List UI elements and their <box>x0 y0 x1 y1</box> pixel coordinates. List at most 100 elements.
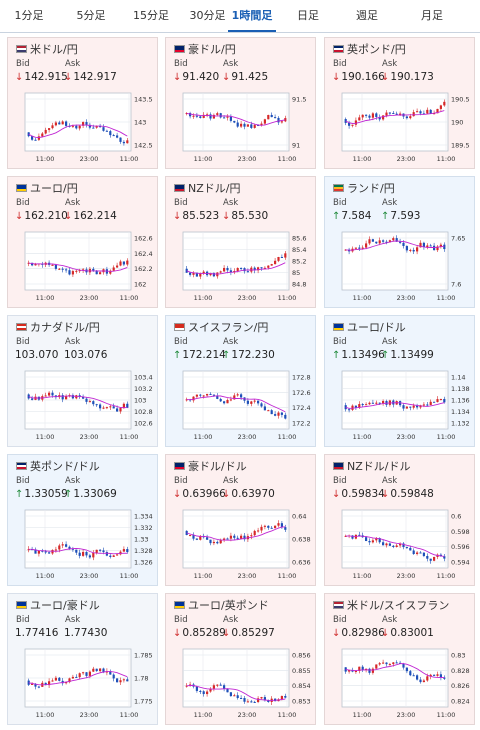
rate-card[interactable]: 豪ドル/円 Bid Ask ↓91.420 ↓91.425 91.5 91 11:00 23:0… <box>165 37 316 169</box>
candle-body <box>344 535 347 537</box>
currency-pair-title[interactable]: スイスフラン/円 <box>188 321 269 334</box>
currency-pair-title[interactable]: 米ドル/スイスフラン <box>347 599 450 612</box>
tab-monthly[interactable]: 月足 <box>421 9 443 22</box>
candle-body <box>351 535 354 539</box>
bid-price: 1.77416 <box>15 627 59 639</box>
rate-card[interactable]: ユーロ/英ポンド Bid Ask ↓0.85289 ↓0.85297 0.856 0.855… <box>165 593 316 725</box>
candlestick-chart[interactable]: 172.8 172.6 172.4 172.2 11:00 23:00 11:00 <box>171 367 313 445</box>
candle-body <box>267 114 270 120</box>
candle-body <box>236 122 239 127</box>
rate-card[interactable]: ユーロ/豪ドル Bid Ask 1.77416 1.77430 1.785 1.78 1.77… <box>7 593 158 725</box>
candlestick-chart[interactable]: 190.5 190 189.5 11:00 23:00 11:00 <box>330 89 472 167</box>
candle-body <box>92 127 95 129</box>
arrow-down-icon: ↓ <box>381 489 390 500</box>
rate-card[interactable]: ユーロ/ドル Bid Ask ↑1.13496 ↑1.13499 1.14 1.138 1.1… <box>324 315 475 447</box>
candlestick-chart[interactable]: 7.65 7.6 11:00 23:00 11:00 <box>330 228 472 306</box>
candle-body <box>195 115 198 117</box>
candlestick-chart[interactable]: 1.14 1.138 1.136 1.134 1.132 11:00 23:00 11:00 <box>330 367 472 445</box>
candle-body <box>212 114 215 119</box>
currency-pair-title[interactable]: カナダドル/円 <box>30 321 100 334</box>
currency-pair-title[interactable]: ユーロ/豪ドル <box>30 599 100 612</box>
y-tick-label: 162.4 <box>134 250 153 258</box>
candlestick-chart[interactable]: 143.5 143 142.5 11:00 23:00 11:00 <box>13 89 155 167</box>
candle-body <box>199 273 202 277</box>
rate-card[interactable]: スイスフラン/円 Bid Ask ↑172.214 ↑172.230 172.8 172.6… <box>165 315 316 447</box>
candle-body <box>58 268 61 270</box>
currency-pair-title[interactable]: 米ドル/円 <box>30 43 78 56</box>
arrow-up-icon: ↑ <box>15 489 24 500</box>
rate-card[interactable]: NZドル/円 Bid Ask ↓85.523 ↓85.530 85.6 85.4 85.2 85… <box>165 176 316 308</box>
bid-price: 0.82986 <box>341 627 385 639</box>
candle-body <box>240 535 243 539</box>
candle-body <box>263 406 266 411</box>
currency-pair-title[interactable]: ユーロ/英ポンド <box>188 599 269 612</box>
tab-15min[interactable]: 15分足 <box>133 9 169 22</box>
currency-pair-title[interactable]: ユーロ/ドル <box>347 321 406 334</box>
tab-weekly[interactable]: 週足 <box>356 9 378 22</box>
candle-body <box>284 118 287 122</box>
bid-price: 1.13496 <box>341 349 385 361</box>
candlestick-chart[interactable]: 0.64 0.638 0.636 11:00 23:00 11:00 <box>171 506 313 584</box>
ask-price: 1.33069 <box>73 488 117 500</box>
currency-pair-title[interactable]: NZドル/円 <box>188 182 241 195</box>
candle-body <box>82 396 85 399</box>
candle-body <box>358 534 361 536</box>
candlestick-chart[interactable]: 0.83 0.828 0.826 0.824 11:00 23:00 11:00 <box>330 645 472 723</box>
moving-average-line <box>186 526 286 541</box>
candle-body <box>378 663 381 665</box>
rate-card[interactable]: 米ドル/円 Bid Ask ↓142.915 ↓142.917 143.5 143 142.5… <box>7 37 158 169</box>
tab-5min[interactable]: 5分足 <box>76 9 106 22</box>
rate-card[interactable]: 英ポンド/円 Bid Ask ↓190.166 ↓190.173 190.5 190 189.… <box>324 37 475 169</box>
candlestick-chart[interactable]: 0.856 0.855 0.854 0.853 11:00 23:00 11:00 <box>171 645 313 723</box>
rate-card[interactable]: 米ドル/スイスフラン Bid Ask ↓0.82986 ↓0.83001 0.83 0.82… <box>324 593 475 725</box>
currency-pair-title[interactable]: NZドル/ドル <box>347 460 411 473</box>
currency-pair-title[interactable]: ユーロ/円 <box>30 182 78 195</box>
ask-label: Ask <box>65 615 81 625</box>
currency-pair-title[interactable]: ランド/円 <box>347 182 395 195</box>
candle-body <box>267 700 270 702</box>
candle-body <box>92 401 95 405</box>
candlestick-chart[interactable]: 103.4 103.2 103 102.8 102.6 11:00 23:00 11:00 <box>13 367 155 445</box>
candle-body <box>212 541 215 544</box>
tab-daily[interactable]: 日足 <box>297 9 319 22</box>
candle-body <box>395 662 398 664</box>
candle-body <box>219 540 222 544</box>
currency-pair-title[interactable]: 英ポンド/円 <box>347 43 406 56</box>
candle-body <box>257 530 260 532</box>
candle-body <box>229 692 232 696</box>
candle-body <box>405 667 408 672</box>
candle-body <box>31 136 34 140</box>
rate-card[interactable]: ユーロ/円 Bid Ask ↓162.210 ↓162.214 162.6 162.4 162… <box>7 176 158 308</box>
candle-body <box>99 549 102 551</box>
y-tick-label: 189.5 <box>451 142 470 150</box>
rate-card[interactable]: 豪ドル/ドル Bid Ask ↓0.63966 ↓0.63970 0.64 0.638 0.6… <box>165 454 316 586</box>
candle-body <box>226 267 229 271</box>
candle-body <box>277 257 280 261</box>
candlestick-chart[interactable]: 1.334 1.332 1.33 1.328 1.326 11:00 23:00 11:00 <box>13 506 155 584</box>
candle-body <box>112 674 115 679</box>
candlestick-chart[interactable]: 0.6 0.598 0.596 0.594 11:00 23:00 11:00 <box>330 506 472 584</box>
rate-card[interactable]: 英ポンド/ドル Bid Ask ↑1.33059 ↑1.33069 1.334 1.332 1… <box>7 454 158 586</box>
tab-1min[interactable]: 1分足 <box>14 9 44 22</box>
candle-body <box>44 682 47 686</box>
rate-card[interactable]: NZドル/ドル Bid Ask ↓0.59834 ↓0.59848 0.6 0.598 0.5… <box>324 454 475 586</box>
currency-pair-title[interactable]: 豪ドル/円 <box>188 43 236 56</box>
rate-card[interactable]: カナダドル/円 Bid Ask 103.070 103.076 103.4 103.2 103… <box>7 315 158 447</box>
candle-body <box>236 394 239 396</box>
candle-body <box>426 404 429 406</box>
currency-pair-title[interactable]: 豪ドル/ドル <box>188 460 247 473</box>
y-tick-label: 0.853 <box>292 698 311 706</box>
candle-body <box>257 125 260 127</box>
candle-body <box>212 273 215 277</box>
candlestick-chart[interactable]: 162.6 162.4 162.2 162 11:00 23:00 11:00 <box>13 228 155 306</box>
tab-30min[interactable]: 30分足 <box>189 9 226 22</box>
currency-pair-title[interactable]: 英ポンド/ドル <box>30 460 100 473</box>
candlestick-chart[interactable]: 85.6 85.4 85.2 85 84.8 11:00 23:00 11:00 <box>171 228 313 306</box>
rate-card[interactable]: ランド/円 Bid Ask ↑7.584 ↑7.593 7.65 7.6 11:00 23:00… <box>324 176 475 308</box>
candlestick-chart[interactable]: 91.5 91 11:00 23:00 11:00 <box>171 89 313 167</box>
candlestick-chart[interactable]: 1.785 1.78 1.775 11:00 23:00 11:00 <box>13 645 155 723</box>
candle-body <box>27 394 30 399</box>
tab-1hour[interactable]: 1時間足 <box>228 0 276 32</box>
candle-body <box>82 551 85 556</box>
ask-label: Ask <box>65 59 81 69</box>
